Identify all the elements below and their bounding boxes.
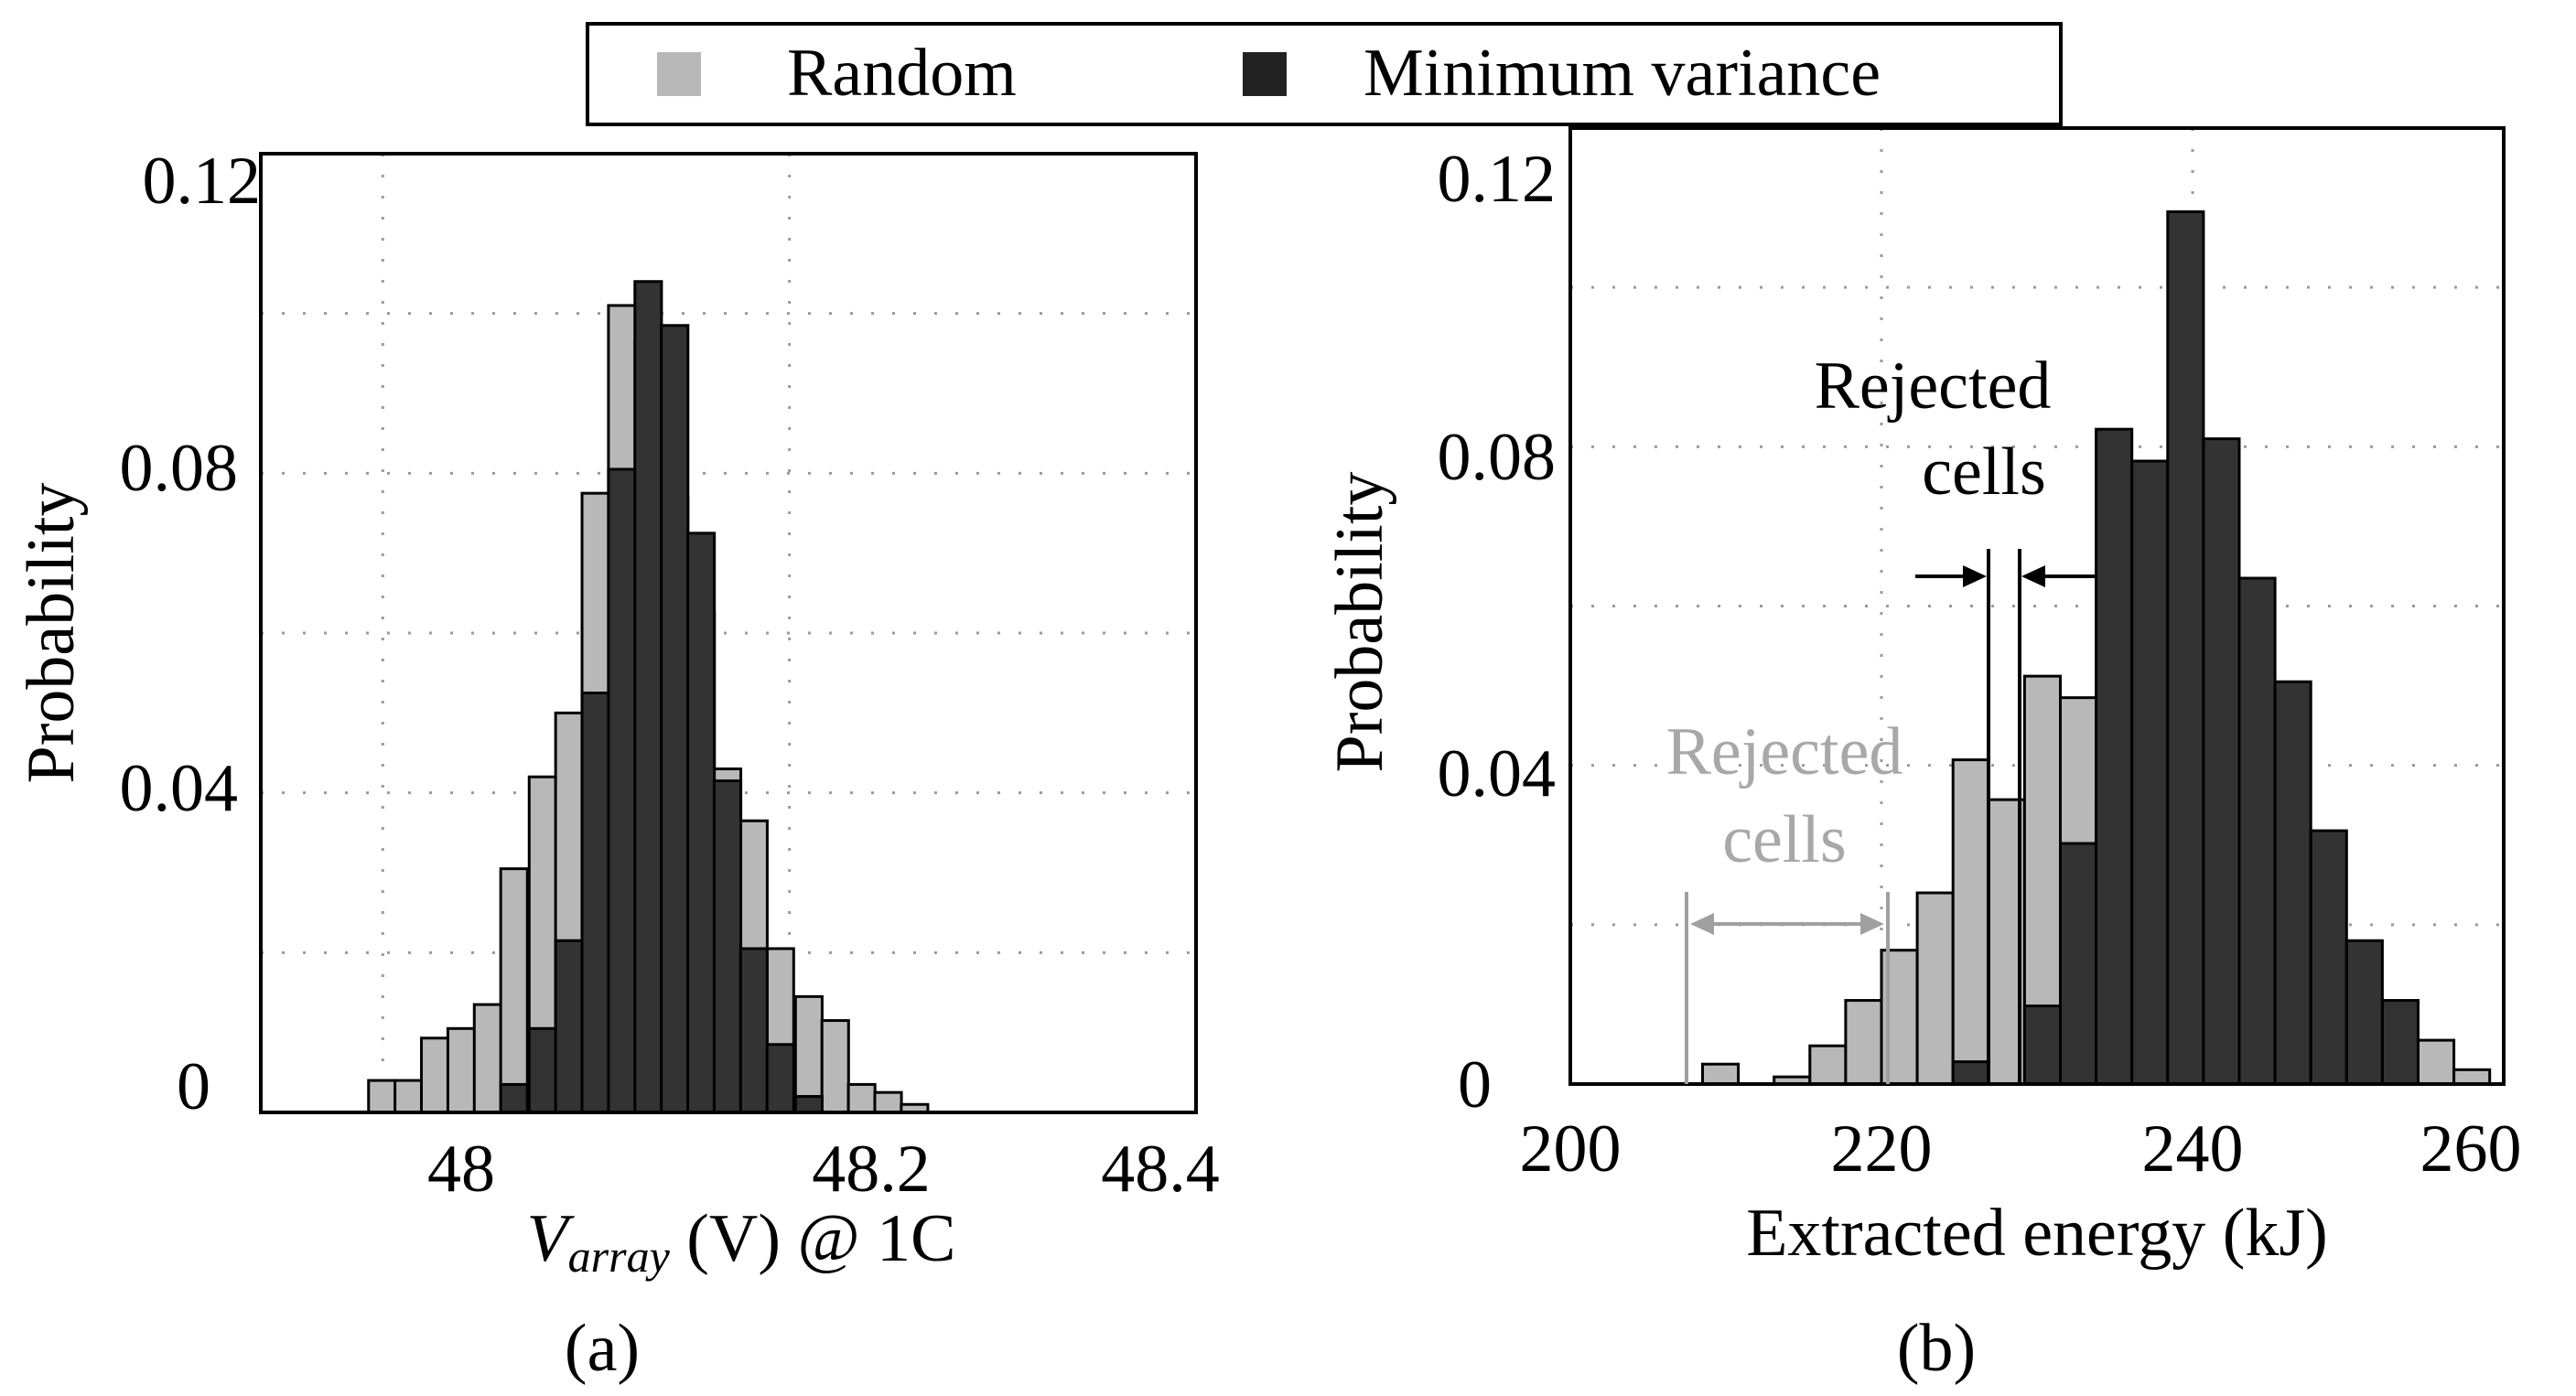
panel-b-bar-minvar [2237, 576, 2277, 1086]
panel-a-xlabel-sub: array [568, 1230, 671, 1282]
panel-b: 0.12 0.08 0.04 0 200 220 240 260 Probabi… [1322, 126, 2522, 1386]
rejected-minvar-label-line1: Rejected [1815, 349, 2052, 424]
panel-b-ytick-label: 0.04 [1438, 736, 1557, 811]
panel-a-xtick-label: 48.2 [812, 1132, 931, 1207]
panel-a-bar-random [393, 1079, 424, 1114]
panel-b-xtick-label: 240 [2142, 1111, 2244, 1187]
panel-a-bar-minvar [660, 324, 690, 1114]
panel-a-bar-random [367, 1079, 397, 1114]
legend-swatch-minvar [1243, 52, 1287, 96]
rejected-random-label-line1: Rejected [1666, 714, 1903, 789]
panel-a-bar-minvar [527, 1026, 557, 1114]
panel-a-bar-random [820, 1019, 850, 1114]
panel-a-bar-minvar [738, 947, 769, 1114]
panel-b-frame [1568, 126, 2506, 1086]
panel-a-ytick-label: 0.12 [143, 144, 262, 219]
panel-a-yticks: 0.12 0.08 0.04 0 [120, 144, 262, 1124]
panel-b-ylabel: Probability [1322, 472, 1397, 773]
panel-a-bar-random [499, 867, 529, 1114]
panel-a-bar-random [873, 1090, 903, 1114]
panel-b-bar-random [1844, 999, 1883, 1086]
panel-a-bar-random [793, 994, 824, 1114]
panel-b-xlabel: Extracted energy (kJ) [1746, 1196, 2328, 1271]
panel-a-xlabel-var: V [526, 1201, 575, 1276]
panel-a-bar-minvar [686, 532, 717, 1114]
panel-b-bar-random [2452, 1068, 2492, 1086]
panel-b-label: (b) [1897, 1311, 1976, 1386]
panel-a-xticks: 48 48.2 48.4 [427, 1132, 1220, 1207]
panel-a-bar-minvar [554, 939, 584, 1114]
annotation-rejected-random: Rejected cells [1666, 714, 1903, 1084]
panel-a-bar-minvar [607, 467, 637, 1114]
panel-a-bar-random [846, 1082, 877, 1114]
panel-b-bar-minvar [2202, 437, 2241, 1086]
legend-box [586, 22, 2063, 126]
panel-b-bar-minvar [2380, 999, 2420, 1086]
panel-b-xtick-label: 220 [1831, 1111, 1933, 1187]
legend-swatch-random [657, 52, 701, 96]
legend-label-minvar: Minimum variance [1363, 36, 1881, 111]
panel-a-ytick-label: 0 [177, 1049, 210, 1124]
panel-a-bar-minvar [499, 1082, 529, 1114]
rejected-random-arrowhead-right [1860, 913, 1884, 935]
panel-b-bar-minvar [2166, 209, 2205, 1086]
panel-a-xtick-label: 48.4 [1101, 1132, 1220, 1207]
panel-a-bar-minvar [633, 280, 663, 1114]
panel-a-xtick-label: 48 [427, 1132, 495, 1207]
rejected-random-arrowhead-left [1690, 913, 1714, 935]
panel-b-bar-random [1808, 1044, 1848, 1086]
panel-a-ytick-label: 0.08 [120, 431, 239, 506]
panel-b-xtick-label: 260 [2420, 1111, 2522, 1187]
panel-b-bar-minvar [2059, 842, 2098, 1086]
rejected-minvar-arrowhead-left [1963, 565, 1987, 587]
legend-label-random: Random [787, 36, 1017, 111]
panel-b-yticks: 0.12 0.08 0.04 0 [1438, 142, 1557, 1122]
panel-a-bar-random [472, 1003, 502, 1114]
panel-a-label: (a) [565, 1311, 640, 1386]
panel-a-bar-minvar [765, 1043, 795, 1114]
panel-b-bar-random [2417, 1038, 2456, 1086]
panel-b-ytick-label: 0 [1458, 1047, 1492, 1122]
panel-b-bar-minvar [2022, 1004, 2062, 1086]
panel-a-bar-minvar [793, 1095, 824, 1114]
panel-a-xlabel: Varray (V) @ 1C [526, 1201, 955, 1282]
panel-b-bar-minvar [2273, 680, 2312, 1086]
panel-b-bar-random [1951, 758, 1990, 1086]
panel-b-ytick-label: 0.08 [1438, 420, 1557, 495]
panel-a-grid [261, 154, 1196, 1112]
panel-a: 0.12 0.08 0.04 0 48 48.2 48.4 Probabilit… [14, 144, 1220, 1386]
panel-a-ytick-label: 0.04 [120, 751, 239, 826]
panel-b-bar-minvar [2309, 829, 2348, 1086]
panel-b-bar-minvar [2344, 939, 2384, 1086]
panel-b-xtick-label: 200 [1520, 1111, 1622, 1187]
panel-a-bar-minvar [712, 779, 743, 1114]
rejected-minvar-arrowhead-right [2021, 565, 2045, 587]
panel-a-frame [259, 152, 1198, 1114]
rejected-random-label-line2: cells [1722, 802, 1847, 877]
panel-b-xticks: 200 220 240 260 [1520, 1111, 2522, 1187]
legend: Random Minimum variance [586, 22, 2063, 126]
panel-b-bar-random [1915, 891, 1955, 1086]
panel-a-ylabel: Probability [14, 483, 89, 784]
annotation-rejected-minvar: Rejected cells [1815, 349, 2096, 1084]
panel-b-bar-minvar [1951, 1060, 1990, 1086]
panel-a-xlabel-rest: (V) @ 1C [670, 1201, 956, 1276]
panel-a-bar-random [420, 1036, 450, 1114]
panel-b-ytick-label: 0.12 [1438, 142, 1557, 217]
panel-b-bar-random [1701, 1062, 1741, 1086]
panel-a-bar-minvar [580, 692, 610, 1114]
rejected-minvar-label-line2: cells [1922, 435, 2046, 510]
panel-a-bar-random [446, 1026, 477, 1114]
panel-b-bar-minvar [2130, 459, 2170, 1086]
panel-b-bar-minvar [2095, 427, 2134, 1086]
